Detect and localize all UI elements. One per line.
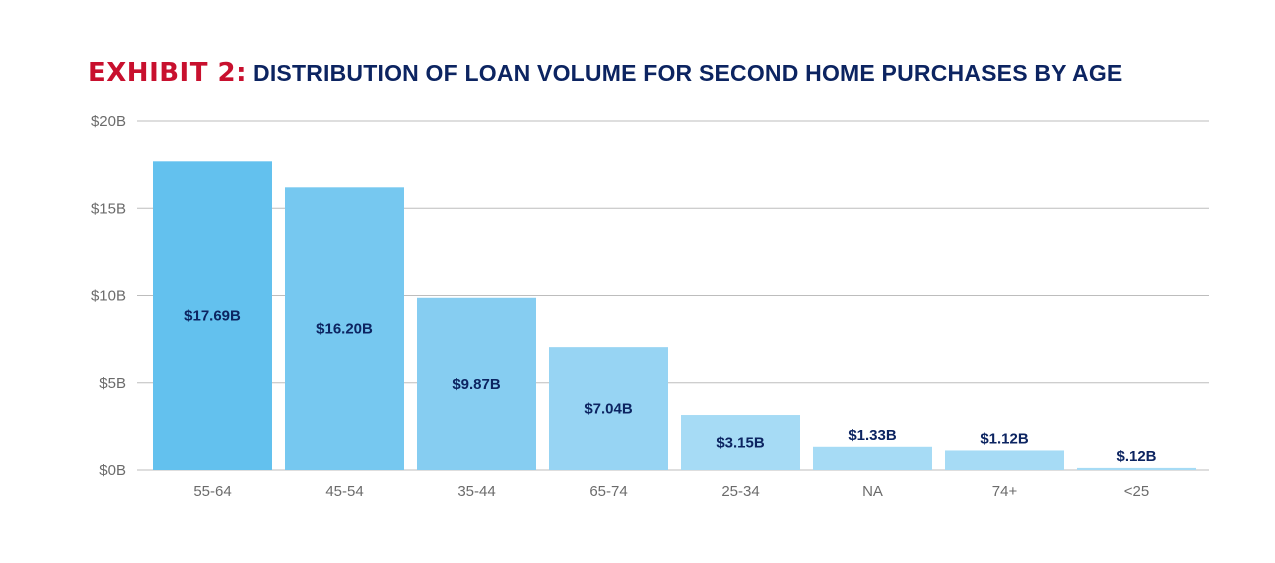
bar	[1077, 467, 1196, 470]
x-tick-label: 55-64	[193, 483, 231, 500]
bar-value-labels: $17.69B $16.20B $9.87B $7.04B $3.15B $1.33B $1…	[184, 308, 1157, 465]
bar-value-label: $.12B	[1116, 448, 1156, 465]
x-tick-label: 74+	[992, 483, 1018, 500]
y-tick-label: $10B	[91, 288, 126, 305]
chart-title-text: DISTRIBUTION OF LOAN VOLUME FOR SECOND H…	[253, 60, 1123, 86]
bar-value-label: $7.04B	[584, 401, 633, 418]
bar	[153, 161, 272, 470]
x-tick-label: NA	[862, 483, 883, 500]
x-tick-label: 25-34	[721, 483, 759, 500]
bar-value-label: $1.33B	[848, 427, 897, 444]
exhibit-label: EXHIBIT 2:	[88, 58, 248, 88]
chart-title: EXHIBIT 2: DISTRIBUTION OF LOAN VOLUME FO…	[88, 54, 1122, 86]
y-tick-label: $20B	[91, 113, 126, 130]
y-tick-label: $15B	[91, 200, 126, 217]
x-axis-tick-labels: 55-64 45-54 35-44 65-74 25-34 NA 74+ <25	[193, 483, 1149, 500]
y-axis-tick-labels: $0B $5B $10B $15B $20B	[91, 113, 126, 479]
bar	[681, 415, 800, 470]
x-tick-label: 45-54	[325, 483, 363, 500]
bar	[417, 297, 536, 470]
bar	[549, 347, 668, 470]
bar	[813, 446, 932, 470]
bar	[285, 187, 404, 470]
bar-value-label: $9.87B	[452, 376, 501, 393]
bar-value-label: $1.12B	[980, 430, 1029, 447]
y-tick-label: $0B	[99, 462, 126, 479]
x-tick-label: 35-44	[457, 483, 495, 500]
bars	[153, 161, 1196, 470]
x-tick-label: <25	[1124, 483, 1149, 500]
bar	[945, 450, 1064, 470]
x-tick-label: 65-74	[589, 483, 627, 500]
y-tick-label: $5B	[99, 375, 126, 392]
bar-value-label: $17.69B	[184, 308, 241, 325]
bar-value-label: $16.20B	[316, 321, 373, 338]
bar-value-label: $3.15B	[716, 435, 765, 452]
